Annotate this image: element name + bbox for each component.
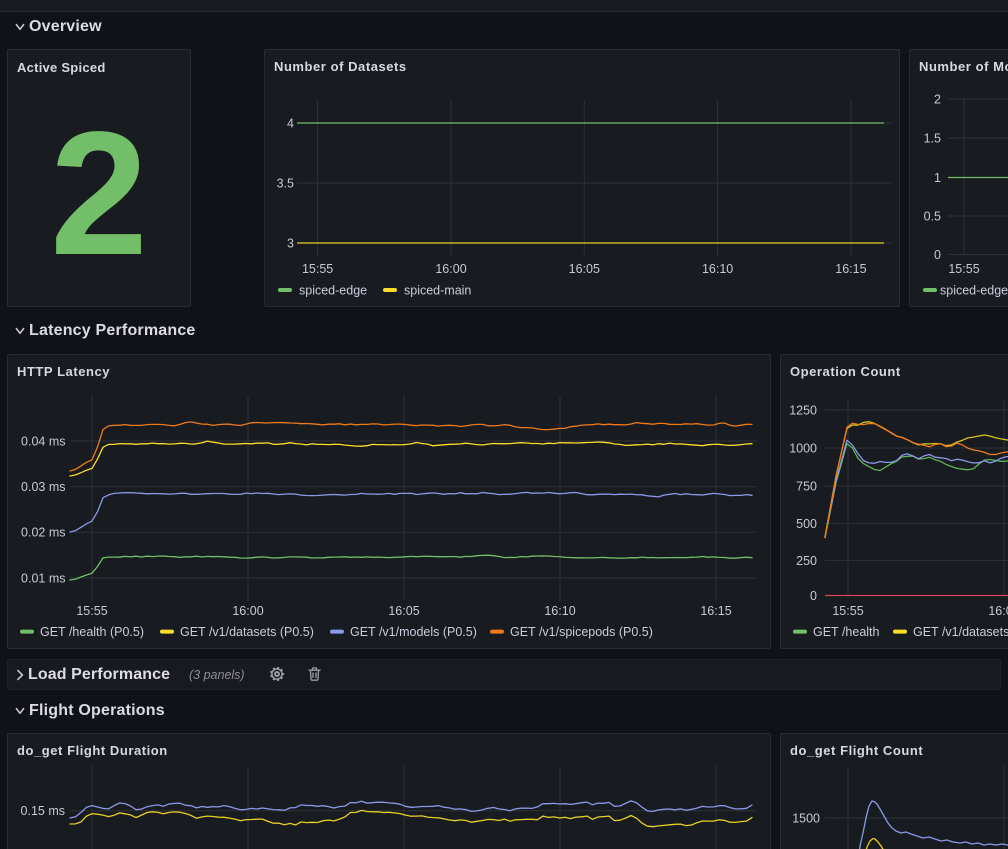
svg-text:GET /v1/models (P0.5): GET /v1/models (P0.5): [350, 625, 477, 639]
svg-text:spiced-edge: spiced-edge: [940, 283, 1008, 297]
svg-text:4: 4: [287, 116, 294, 130]
svg-text:GET /health (P0.5): GET /health (P0.5): [40, 625, 144, 639]
svg-text:16:10: 16:10: [702, 262, 733, 276]
svg-text:16:00: 16:00: [232, 604, 263, 618]
svg-text:0.5: 0.5: [924, 209, 941, 223]
svg-text:0: 0: [810, 589, 817, 603]
svg-text:16:15: 16:15: [835, 262, 866, 276]
svg-text:15:55: 15:55: [76, 604, 107, 618]
svg-text:16:00: 16:00: [988, 604, 1008, 618]
svg-text:16:10: 16:10: [544, 604, 575, 618]
svg-text:1: 1: [934, 171, 941, 185]
svg-text:16:05: 16:05: [569, 262, 600, 276]
svg-text:2: 2: [934, 92, 941, 106]
svg-text:0.02 ms: 0.02 ms: [21, 526, 65, 540]
svg-text:Number of Datasets: Number of Datasets: [274, 59, 407, 74]
svg-text:16:15: 16:15: [700, 604, 731, 618]
svg-text:GET /health: GET /health: [813, 625, 880, 639]
svg-text:1000: 1000: [789, 441, 817, 455]
svg-text:3: 3: [287, 236, 294, 250]
svg-text:0.15 ms: 0.15 ms: [21, 804, 65, 818]
svg-text:0.04 ms: 0.04 ms: [21, 434, 65, 448]
svg-text:do_get Flight Duration: do_get Flight Duration: [17, 743, 168, 758]
svg-text:15:55: 15:55: [832, 604, 863, 618]
svg-text:0.01 ms: 0.01 ms: [21, 571, 65, 585]
svg-text:Number of Models: Number of Models: [919, 59, 1008, 74]
svg-text:spiced-edge: spiced-edge: [299, 283, 367, 297]
svg-text:0: 0: [934, 248, 941, 262]
svg-text:16:00: 16:00: [435, 262, 466, 276]
svg-text:3.5: 3.5: [277, 176, 294, 190]
svg-text:spiced-main: spiced-main: [404, 283, 471, 297]
svg-text:1.5: 1.5: [924, 131, 941, 145]
svg-text:0.03 ms: 0.03 ms: [21, 480, 65, 494]
svg-text:1500: 1500: [792, 811, 820, 825]
svg-text:GET /v1/datasets (P0.5): GET /v1/datasets (P0.5): [180, 625, 314, 639]
svg-text:250: 250: [796, 554, 817, 568]
svg-text:GET /v1/spicepods (P0.5): GET /v1/spicepods (P0.5): [510, 625, 653, 639]
svg-text:750: 750: [796, 479, 817, 493]
svg-text:16:05: 16:05: [388, 604, 419, 618]
svg-text:HTTP Latency: HTTP Latency: [17, 364, 110, 379]
svg-text:15:55: 15:55: [948, 262, 979, 276]
svg-text:15:55: 15:55: [302, 262, 333, 276]
svg-text:500: 500: [796, 517, 817, 531]
svg-text:do_get Flight Count: do_get Flight Count: [790, 743, 923, 758]
svg-text:1250: 1250: [789, 403, 817, 417]
svg-text:GET /v1/datasets: GET /v1/datasets: [913, 625, 1008, 639]
svg-text:Operation Count: Operation Count: [790, 364, 901, 379]
